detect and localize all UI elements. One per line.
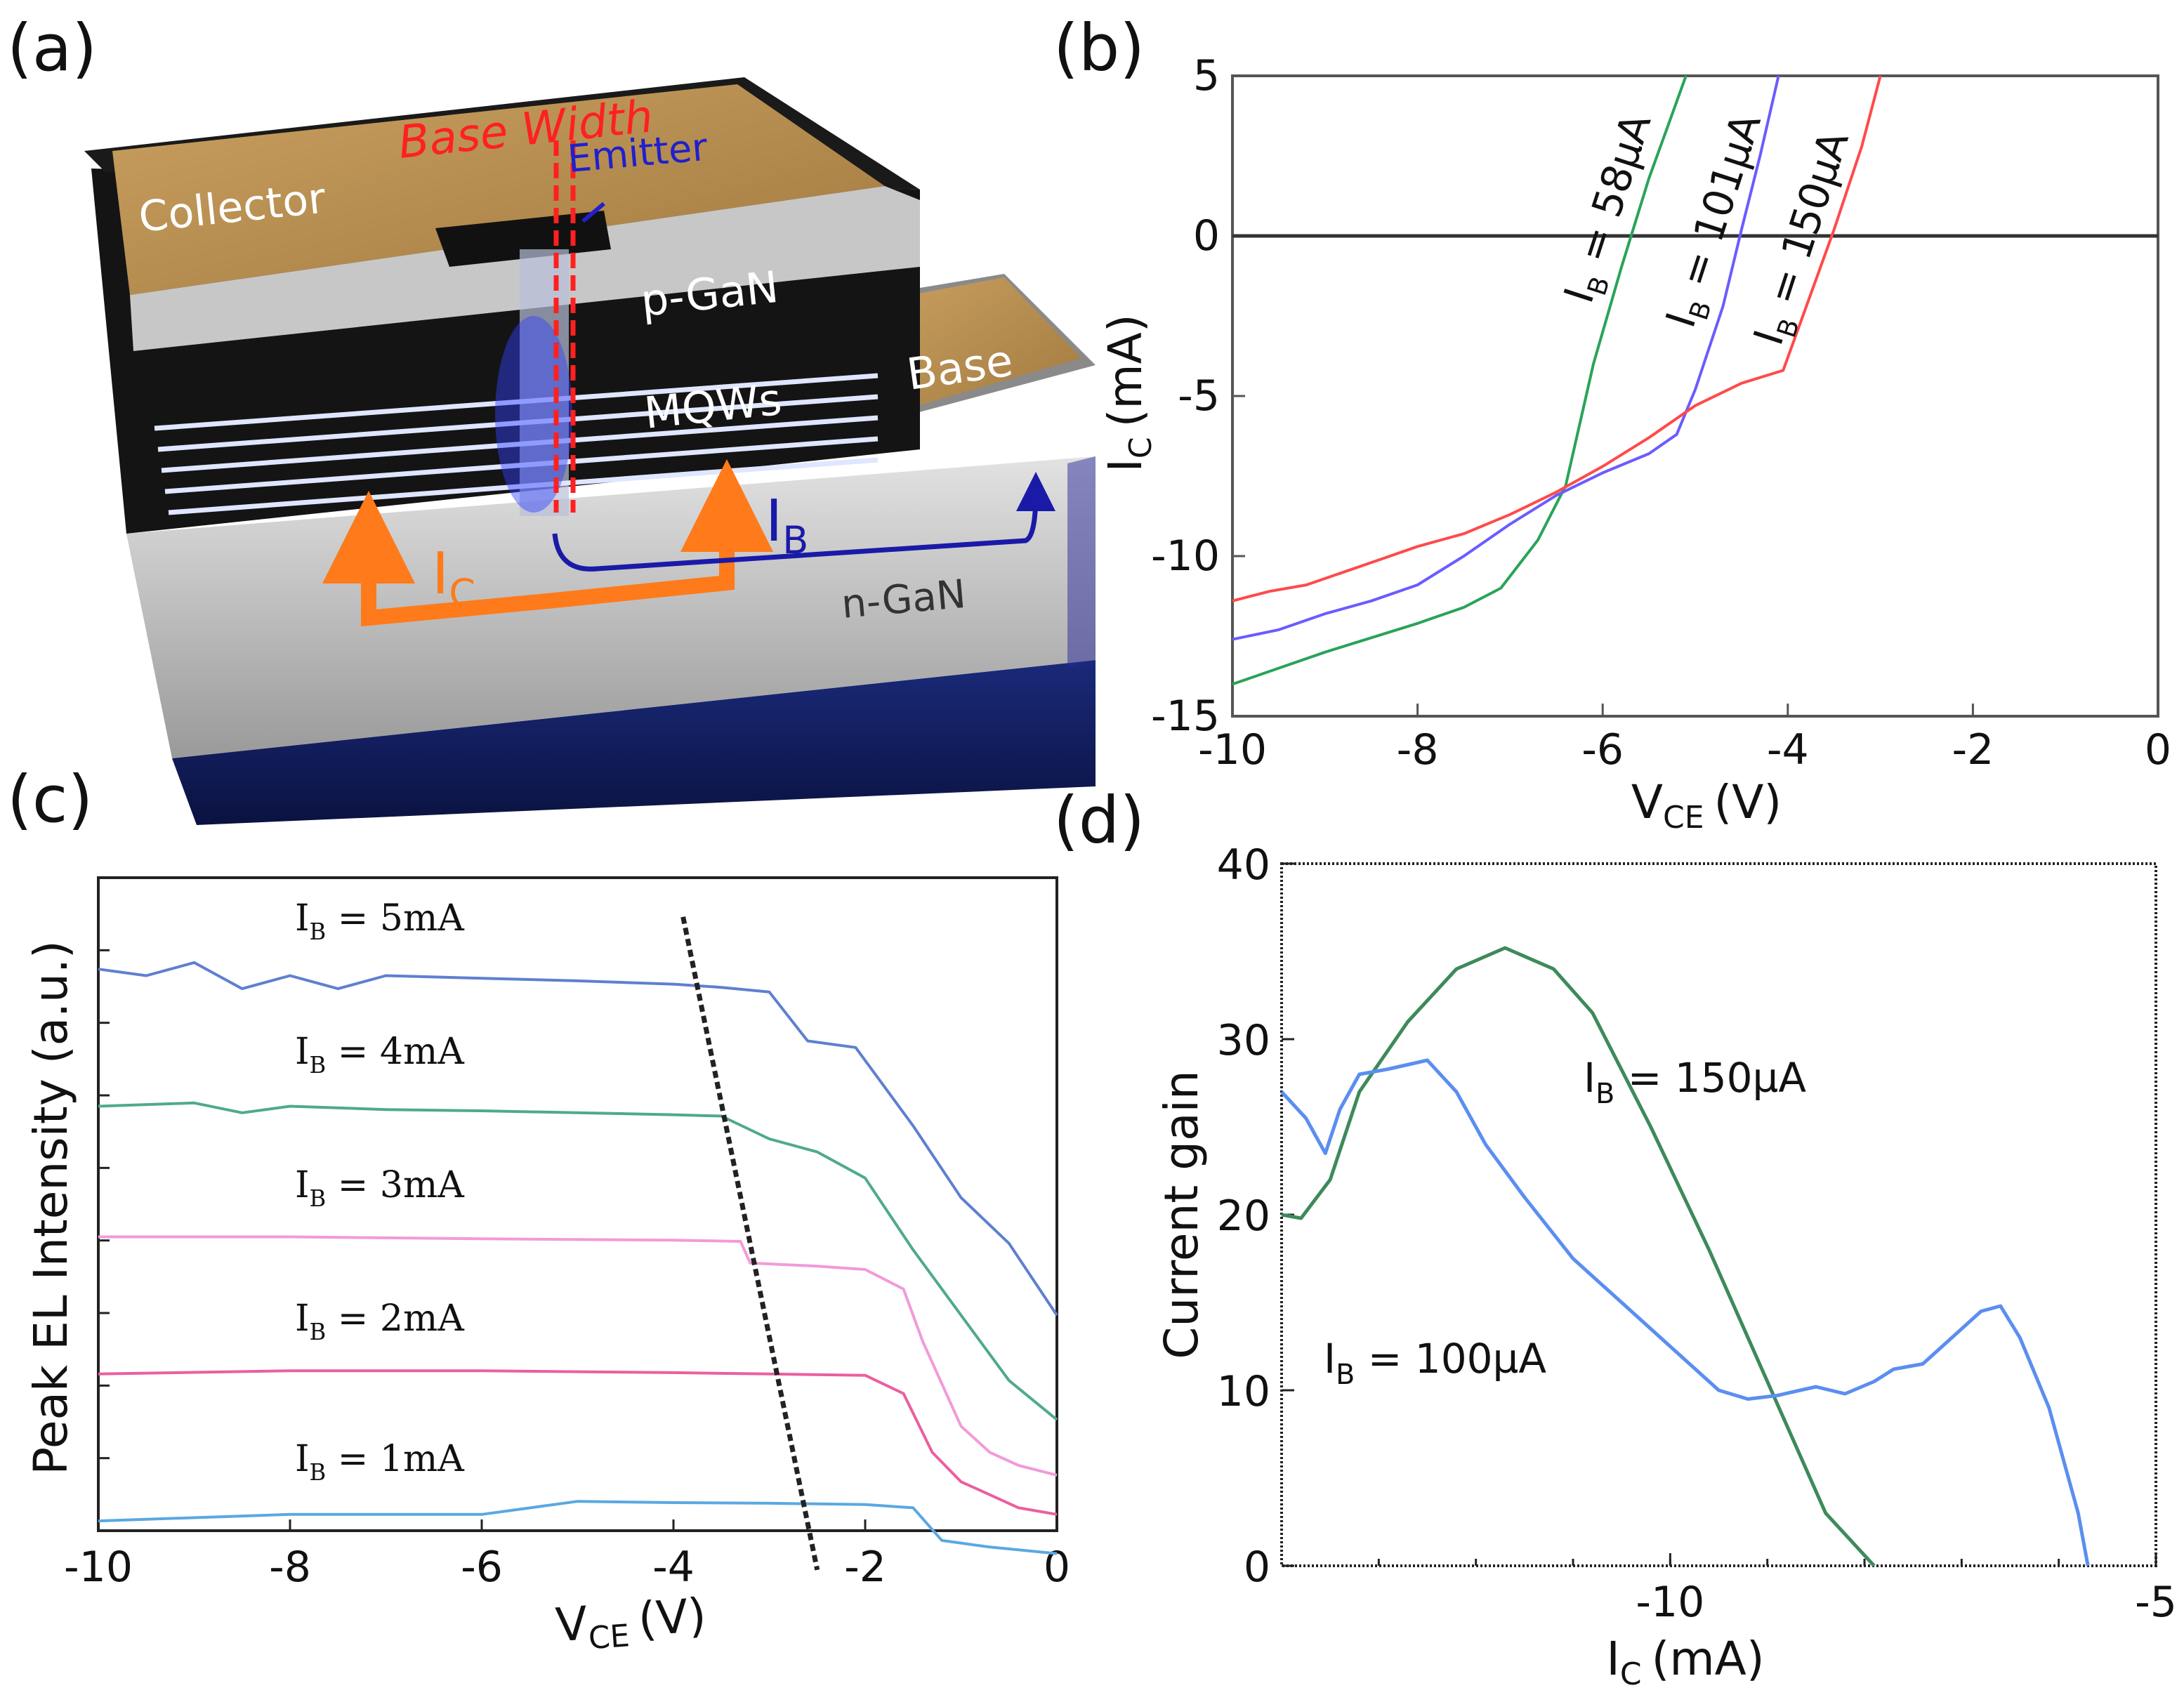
series-label-0: IB = 150µA — [1584, 1054, 1806, 1110]
y-tick-label: -10 — [1151, 532, 1220, 581]
panel-c: (c) -10 -8 -6 -4 -2 0 IB = 5mA IB = 4mA IB = 3m… — [7, 762, 1070, 1659]
plot-c-ticks: -10 -8 -6 -4 -2 0 — [64, 949, 1070, 1592]
series-label-3: IB = 2mA — [295, 1298, 465, 1345]
plot-d-xlabel: IC (mA) — [1606, 1632, 1764, 1692]
x-tick-label: -8 — [1397, 725, 1439, 774]
series-line-0 — [1281, 946, 1876, 1567]
panel-a: (a) — [7, 11, 1096, 825]
series-label-0: IB = 58µA — [1555, 107, 1667, 310]
plot-b-frame — [1231, 74, 2159, 718]
series-line-2 — [98, 1235, 1058, 1477]
series-label-1: IB = 4mA — [295, 1031, 465, 1079]
plot-c-series — [98, 916, 1058, 1571]
plot-d-ylabel: Current gain — [1155, 1070, 1209, 1359]
x-tick-label: -10 — [1198, 725, 1267, 774]
panel-d-label: (d) — [1053, 783, 1145, 858]
x-tick-label: 0 — [1044, 1543, 1070, 1592]
ib-label: IB — [765, 488, 808, 562]
emission-glow — [495, 316, 572, 513]
x-tick-label: -6 — [461, 1543, 503, 1592]
panel-a-label: (a) — [7, 11, 97, 86]
collector-pad — [112, 84, 885, 295]
series-label-2: IB = 150µA — [1744, 125, 1865, 352]
x-tick-label: 0 — [2145, 725, 2171, 774]
plot-c-xlabel: VCE (V) — [554, 1588, 709, 1659]
y-tick-label: 10 — [1217, 1367, 1270, 1416]
x-tick-label: -2 — [1952, 725, 1994, 774]
y-tick-label: 40 — [1217, 840, 1270, 890]
series-line-0 — [1232, 75, 1688, 686]
emitter-pillar — [520, 249, 569, 516]
y-tick-label: 5 — [1193, 51, 1220, 100]
ic-label: IC — [432, 541, 475, 615]
plot-d-annotations: IB = 150µA IB = 100µA — [1324, 1054, 1806, 1391]
y-tick-label: -15 — [1151, 692, 1220, 741]
x-tick-label: -10 — [1636, 1578, 1704, 1627]
x-tick-label: -6 — [1581, 725, 1624, 774]
y-tick-label: 20 — [1217, 1192, 1270, 1241]
plot-c-annotations: IB = 5mA IB = 4mA IB = 3mA IB = 2mA IB = 1mA — [295, 897, 465, 1486]
plot-b-series — [1232, 75, 2158, 686]
ib-arrow — [552, 472, 1055, 572]
panel-c-label: (c) — [7, 762, 93, 837]
n-gan-label: n-GaN — [840, 572, 968, 628]
plot-b-xlabel: VCE (V) — [1631, 775, 1782, 836]
x-tick-label: -4 — [652, 1543, 695, 1592]
x-tick-label: -8 — [269, 1543, 311, 1592]
series-line-1 — [1280, 1058, 2090, 1567]
plot-c-ylabel: Peak EL Intensity (a.u.) — [24, 940, 78, 1475]
series-line-1 — [98, 1101, 1058, 1421]
y-tick-label: 0 — [1244, 1543, 1270, 1592]
x-tick-label: -4 — [1767, 725, 1809, 774]
base-contact — [874, 277, 1081, 414]
plot-b-ylabel: IC(mA) — [1098, 314, 1159, 472]
panel-b-label: (b) — [1053, 11, 1145, 86]
plot-c-frame — [97, 876, 1058, 1532]
x-tick-label: -10 — [64, 1543, 133, 1592]
series-line-3 — [98, 1369, 1058, 1516]
y-tick-label: 30 — [1217, 1016, 1270, 1065]
series-line-0 — [98, 961, 1058, 1317]
series-line-4 — [98, 1500, 1058, 1555]
series-line-1 — [1232, 75, 1780, 641]
series-label-2: IB = 3mA — [295, 1164, 465, 1212]
plot-d-ticks: -10 -5 0 10 20 30 40 — [1217, 840, 2177, 1627]
plot-b-ticks: -10 -8 -6 -4 -2 0-15-10-505 — [1151, 51, 2171, 774]
series-label-4: IB = 1mA — [295, 1438, 465, 1486]
x-tick-label: -2 — [844, 1543, 886, 1592]
ic-arrow — [361, 459, 773, 627]
x-tick-label: -5 — [2135, 1578, 2177, 1627]
emitter-pointer — [581, 202, 605, 223]
series-line-2 — [1232, 75, 1882, 602]
y-tick-label: 0 — [1193, 211, 1220, 260]
plot-d-series — [1280, 946, 2090, 1567]
plot-d-frame — [1280, 862, 2157, 1567]
y-tick-label: -5 — [1178, 371, 1220, 421]
series-label-1: IB = 100µA — [1324, 1335, 1546, 1391]
guide-dashed-line — [680, 916, 820, 1571]
series-label-0: IB = 5mA — [295, 897, 465, 945]
substrate — [172, 660, 1096, 825]
n-gan-edge — [1067, 456, 1096, 667]
